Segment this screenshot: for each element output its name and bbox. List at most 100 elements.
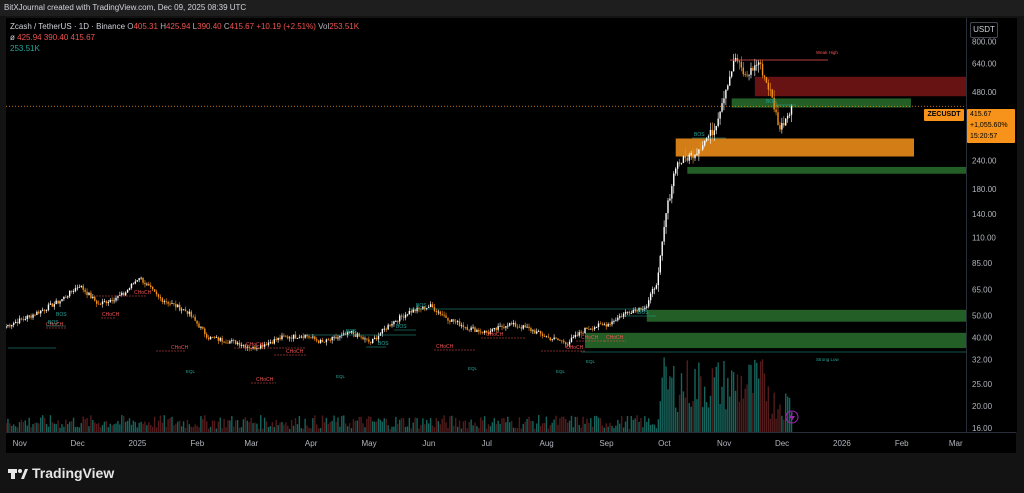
candle-body — [385, 328, 387, 330]
volume-bar — [57, 420, 59, 432]
candle-body — [748, 74, 750, 76]
volume-bar — [663, 357, 665, 432]
choch-label: CHoCH — [486, 332, 504, 338]
volume-bar — [306, 425, 308, 432]
volume-bar — [642, 427, 644, 432]
candle-body — [84, 289, 86, 292]
legend-high: 425.94 — [165, 22, 191, 31]
candle-body — [40, 310, 42, 314]
volume-bar — [180, 426, 183, 432]
candle-body — [485, 330, 488, 333]
candle-body — [68, 290, 71, 297]
volume-bar — [314, 415, 316, 432]
candle-body — [314, 336, 316, 340]
volume-bar — [758, 378, 760, 432]
candle-body — [13, 323, 15, 325]
candle-body — [607, 324, 609, 327]
tradingview-brand[interactable]: TradingView — [8, 462, 114, 484]
candle-body — [617, 317, 619, 321]
candle-body — [700, 149, 702, 151]
volume-bar — [526, 418, 528, 432]
volume-bar — [67, 424, 69, 432]
candle-body — [389, 324, 391, 326]
legend-low: 390.40 — [197, 22, 222, 31]
volume-bar — [732, 372, 735, 432]
volume-bar — [63, 426, 65, 432]
candle-body — [435, 310, 438, 312]
candle-body — [92, 296, 94, 299]
volume-bar — [331, 420, 333, 432]
candle-body — [609, 324, 611, 325]
candle-body — [250, 348, 252, 349]
volume-bar — [296, 424, 299, 432]
choch-label: CHoCH — [246, 342, 264, 348]
candle-body — [323, 341, 326, 343]
volume-bar — [74, 427, 77, 432]
candle-body — [200, 326, 202, 328]
volume-bar — [638, 421, 640, 432]
price-tick-label: 480.00 — [972, 88, 997, 97]
candle-body — [196, 320, 198, 324]
volume-bar — [144, 421, 146, 432]
volume-bar — [99, 427, 102, 432]
volume-bar — [370, 416, 372, 432]
candle-body — [331, 337, 333, 341]
volume-bar — [707, 407, 710, 432]
volume-bar — [678, 394, 681, 432]
candle-body — [524, 325, 526, 328]
volume-bar — [487, 424, 490, 432]
volume-bar — [512, 427, 515, 432]
volume-bars — [6, 357, 793, 432]
price-axis[interactable]: 800.00640.00480.00300.00240.00180.00140.… — [966, 18, 1017, 433]
candle-body — [61, 299, 63, 302]
volume-bar — [150, 425, 152, 432]
volume-bar — [775, 418, 777, 432]
candle-body — [175, 303, 177, 308]
volume-bar — [788, 398, 791, 432]
candle-body — [480, 331, 482, 333]
volume-bar — [593, 416, 596, 432]
choch-label: CHoCH — [256, 377, 274, 383]
candle-body — [171, 303, 173, 305]
candle-body — [638, 307, 640, 312]
candle-body — [653, 288, 656, 290]
candle-body — [472, 327, 474, 329]
volume-bar — [539, 425, 542, 432]
volume-bar — [709, 395, 712, 432]
volume-bar — [566, 422, 569, 432]
candle-body — [698, 149, 700, 154]
currency-button[interactable]: USDT — [970, 22, 998, 38]
choch-label: CHoCH — [134, 290, 152, 296]
candle-body — [107, 301, 109, 304]
candle-body — [263, 344, 266, 347]
candle-body — [512, 322, 515, 325]
volume-bar — [588, 422, 590, 432]
volume-bar — [389, 428, 391, 432]
candle-body — [304, 334, 306, 338]
candle-body — [744, 74, 746, 76]
volume-bar — [785, 393, 787, 432]
price-chart[interactable]: BOS CHoCH BOS CHoCH BOS BOS CHoCH CHoCH CHoCH CHo… — [6, 18, 966, 432]
candle-body — [151, 286, 154, 290]
candle-body — [624, 312, 627, 314]
candle-body — [659, 255, 661, 273]
candle-body — [123, 292, 125, 296]
volume-bar — [354, 420, 357, 432]
volume-bar — [651, 424, 654, 432]
candle-body — [615, 320, 617, 322]
volume-bar — [786, 396, 789, 432]
time-axis[interactable]: Nov Dec 2025 Feb Mar Apr May Jun Jul Aug Sep Oct Nov… — [6, 432, 1016, 453]
eql-label: EQL — [468, 366, 478, 371]
choch-label: CHoCH — [102, 312, 120, 318]
legend-high-label: H — [160, 22, 166, 31]
volume-bar — [173, 425, 175, 432]
time-tick-label: Dec — [71, 439, 85, 448]
volume-bar — [433, 427, 436, 432]
volume-bar — [263, 417, 266, 432]
candle-body — [90, 292, 92, 299]
candle-body — [265, 344, 268, 346]
volume-bar — [632, 419, 634, 432]
candle-body — [526, 326, 528, 328]
volume-bar — [269, 426, 272, 432]
chart-canvas[interactable]: BOSCHoCHBOSCHoCHBOSBOSCHoCHCHoCHCHoCHCHo… — [6, 18, 966, 432]
